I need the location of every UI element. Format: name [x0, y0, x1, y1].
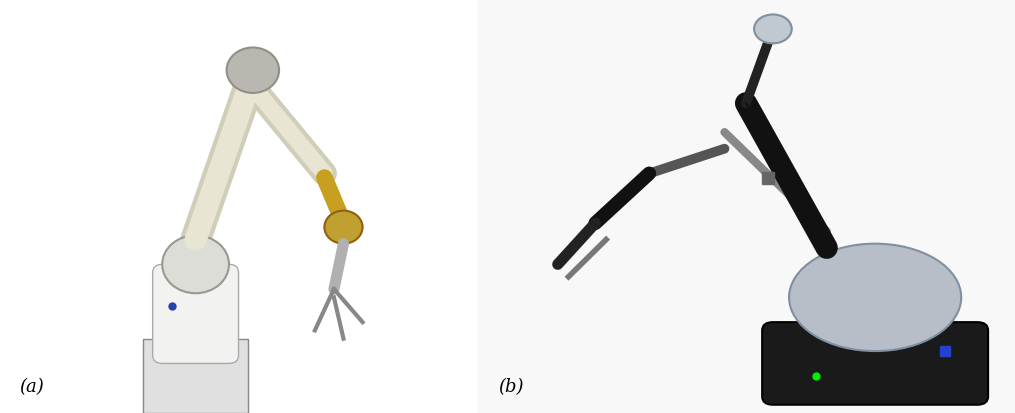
Text: (a): (a) [19, 378, 44, 396]
Circle shape [162, 235, 229, 293]
FancyBboxPatch shape [143, 339, 248, 413]
Circle shape [325, 211, 362, 244]
Ellipse shape [789, 244, 961, 351]
Circle shape [754, 14, 792, 43]
FancyBboxPatch shape [152, 264, 239, 363]
Circle shape [226, 47, 279, 93]
FancyBboxPatch shape [762, 322, 988, 405]
Text: (b): (b) [498, 378, 524, 396]
